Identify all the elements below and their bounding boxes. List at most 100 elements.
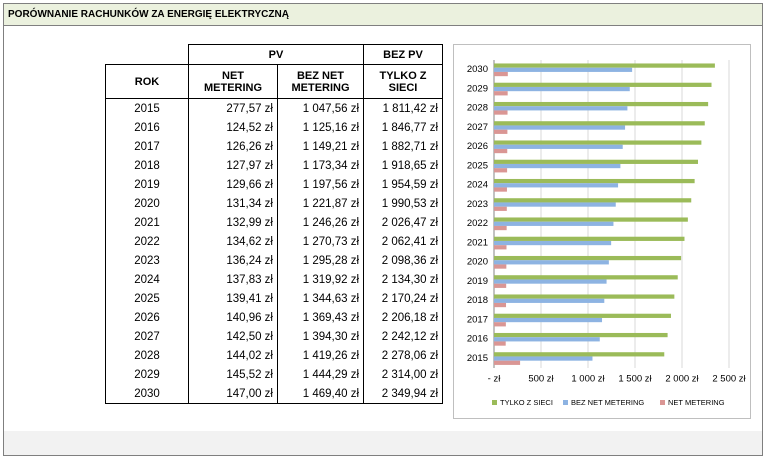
- table-cell: 2 349,94 zł: [363, 384, 443, 404]
- legend-label: TYLKO Z SIECI: [500, 398, 553, 407]
- y-tick-label: 2028: [467, 103, 488, 114]
- table-row: 2019 129,66 zł 1 197,56 zł 1 954,59 zł: [105, 175, 443, 194]
- table-cell: 129,66 zł: [188, 175, 278, 194]
- table-cell: 2 098,36 zł: [363, 251, 443, 270]
- bar: [494, 245, 507, 250]
- bar: [494, 67, 633, 72]
- y-tick-label: 2020: [467, 257, 488, 268]
- legend-swatch: [563, 400, 568, 405]
- table-row: 2016 124,52 zł 1 125,16 zł 1 846,77 zł: [105, 118, 443, 137]
- table-cell: 1 221,87 zł: [277, 194, 364, 213]
- y-tick-label: 2017: [467, 314, 488, 325]
- table-cell: 2020: [105, 194, 189, 213]
- header-row: ROK NET METERING BEZ NET METERING TYLKO Z S…: [105, 64, 443, 99]
- table-row: 2024 137,83 zł 1 319,92 zł 2 134,30 zł: [105, 270, 443, 289]
- group-header: PV: [188, 44, 364, 65]
- table-cell: 2019: [105, 175, 189, 194]
- table-cell: 140,96 zł: [188, 308, 278, 327]
- bar: [494, 260, 609, 265]
- table-cell: 1 811,42 zł: [363, 98, 443, 118]
- bar: [494, 264, 507, 269]
- bar: [494, 198, 692, 203]
- table-row: 2018 127,97 zł 1 173,34 zł 1 918,65 zł: [105, 156, 443, 175]
- group-header: BEZ PV: [363, 44, 443, 65]
- table-row: 2025 139,41 zł 1 344,63 zł 2 170,24 zł: [105, 289, 443, 308]
- table-cell: 1 149,21 zł: [277, 137, 364, 156]
- bar: [494, 178, 695, 184]
- bar: [494, 225, 507, 231]
- bar: [494, 294, 675, 299]
- table-cell: 2017: [105, 137, 189, 156]
- chart-box: - zł 500 zł 1 000 zł 1 500 zł 2 000 zł 2 500 …: [453, 44, 751, 419]
- table-cell: 1 882,71 zł: [363, 137, 443, 156]
- legend-label: BEZ NET METERING: [571, 398, 644, 407]
- y-tick-label: 2016: [467, 334, 488, 345]
- table-row: 2028 144,02 zł 1 419,26 zł 2 278,06 zł: [105, 346, 443, 365]
- bar: [494, 101, 709, 107]
- bar: [494, 144, 623, 149]
- x-tick-label: 1 000 zł: [571, 374, 605, 385]
- table-cell: 277,57 zł: [188, 98, 278, 118]
- bar: [494, 148, 508, 154]
- bar: [494, 168, 508, 173]
- legend-swatch: [660, 400, 665, 405]
- bar: [494, 279, 607, 284]
- panel: PORÓWNANIE RACHUNKÓW ZA ENERGIĘ ELEKTRYC…: [3, 3, 763, 456]
- table-cell: 1 246,26 zł: [277, 213, 364, 232]
- bar: [494, 71, 508, 77]
- panel-title: PORÓWNANIE RACHUNKÓW ZA ENERGIĘ ELEKTRYC…: [4, 4, 762, 26]
- bar: [494, 352, 665, 357]
- table-cell: 2 134,30 zł: [363, 270, 443, 289]
- table-cell: 1 047,56 zł: [277, 98, 364, 118]
- bar: [494, 283, 507, 288]
- table-cell: 2026: [105, 308, 189, 327]
- table-cell: 2 242,12 zł: [363, 327, 443, 346]
- bar: [494, 302, 507, 308]
- table-row: 2021 132,99 zł 1 246,26 zł 2 026,47 zł: [105, 213, 443, 232]
- table-cell: 142,50 zł: [188, 327, 278, 346]
- bar: [494, 63, 715, 68]
- table-cell: 147,00 zł: [188, 384, 278, 404]
- group-header-row: PV BEZ PV: [106, 44, 443, 65]
- table-cell: 2029: [105, 365, 189, 384]
- table-cell: 1 918,65 zł: [363, 156, 443, 175]
- bar: [494, 140, 702, 145]
- bar: [494, 317, 603, 323]
- y-tick-label: 2024: [467, 180, 488, 191]
- table-cell: 124,52 zł: [188, 118, 278, 137]
- bar: [494, 298, 605, 303]
- y-tick-label: 2018: [467, 295, 488, 306]
- table-row: 2027 142,50 zł 1 394,30 zł 2 242,12 zł: [105, 327, 443, 346]
- bar: [494, 106, 628, 111]
- x-tick-label: - zł: [488, 374, 502, 385]
- table-cell: 1 954,59 zł: [363, 175, 443, 194]
- bar: [494, 86, 630, 92]
- bar: [494, 202, 616, 207]
- bar: [494, 183, 619, 188]
- bar: [494, 221, 614, 226]
- bar: [494, 82, 712, 87]
- column-header: ROK: [105, 64, 189, 99]
- bar: [494, 240, 612, 246]
- table-cell: 2 206,18 zł: [363, 308, 443, 327]
- bar: [494, 341, 506, 346]
- bar: [494, 125, 626, 130]
- bar: [494, 91, 508, 96]
- blank-cell: [106, 45, 189, 65]
- table-cell: 2 314,00 zł: [363, 365, 443, 384]
- table-cell: 2024: [105, 270, 189, 289]
- bar: [494, 206, 507, 211]
- column-header: TYLKO Z SIECI: [363, 64, 443, 99]
- y-tick-label: 2015: [467, 353, 488, 364]
- table-cell: 2023: [105, 251, 189, 270]
- table-row: 2015 277,57 zł 1 047,56 zł 1 811,42 zł: [105, 98, 443, 118]
- table-cell: 2018: [105, 156, 189, 175]
- table-row: 2029 145,52 zł 1 444,29 zł 2 314,00 zł: [105, 365, 443, 384]
- legend-swatch: [492, 400, 497, 405]
- y-tick-label: 2027: [467, 122, 488, 133]
- table-cell: 1 990,53 zł: [363, 194, 443, 213]
- bar: [494, 187, 507, 192]
- table-cell: 127,97 zł: [188, 156, 278, 175]
- table-cell: 2 062,41 zł: [363, 232, 443, 251]
- bar: [494, 275, 678, 280]
